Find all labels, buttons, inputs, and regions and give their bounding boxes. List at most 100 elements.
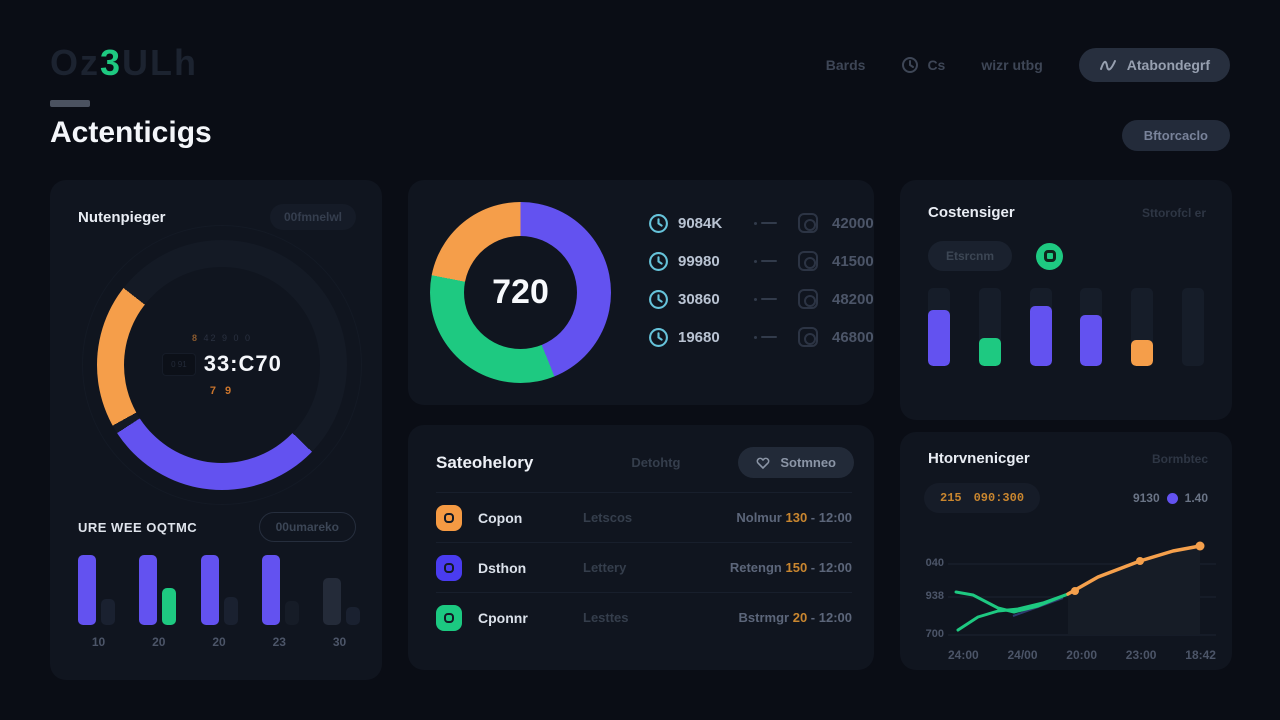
dash-connector [754,335,798,339]
time-prefix: Bstrmgr [738,610,793,625]
scribble-icon [1099,60,1116,71]
time-suffix: - 12:00 [807,560,852,575]
nav-clock-label: Cs [927,57,946,73]
x-tick-label: 20:00 [1066,648,1097,662]
bar [323,578,341,625]
row-detail: Lettery [583,560,627,575]
x-tick-label: 30 [332,635,347,649]
nav-clock-group[interactable]: Cs [901,56,945,74]
y-tick-label: 700 [925,628,944,640]
gauge-card-badge[interactable]: 00fmnelwl [269,204,356,230]
bar [261,555,280,625]
time-number: 130 [785,510,808,525]
data-point-dot [1136,557,1144,565]
bar-fill [1131,340,1154,366]
bar-track [1131,288,1154,366]
y-tick-label: 040 [925,557,944,569]
ring-mini-box: 0 91 [162,352,196,376]
bar [346,607,360,625]
bar-group [323,555,360,625]
logo-text: Oz [50,42,101,83]
trend-stat-num1: 215 [940,491,962,505]
stat-row: 99980 41500 [648,242,874,280]
time-suffix: - 12:00 [807,610,852,625]
clock-icon [649,213,668,233]
row-detail: Lesttes [583,610,629,625]
device-icon [798,213,818,233]
y-tick-label: 938 [925,590,944,602]
ring-tiny-top: 8 42 9 0 0 [192,333,252,343]
legend-dot-icon [1166,492,1178,504]
schedule-mid-label: Detohtg [631,455,681,470]
time-suffix: - 12:00 [807,510,852,525]
heart-icon [756,457,770,469]
stats-list: 9084K 42000 99980 41500 30860 48200 [648,204,874,356]
bar-group [78,555,115,625]
mini-chart-title: URE WEE OQTMC [78,519,198,535]
schedule-row[interactable]: Dsthon Lettery Retengn 150 - 12:00 [436,542,852,592]
bar [139,555,158,625]
schedule-filter-button[interactable]: Sotmneo [738,447,854,478]
schedule-row[interactable]: Cponnr Lesttes Bstrmgr 20 - 12:00 [436,592,852,642]
top-nav: Bards Cs wizr utbg Atabondegrf [826,48,1230,82]
stat-row: 9084K 42000 [648,204,874,242]
mini-chart-badge[interactable]: 00umareko [258,512,356,542]
bars-filter-pill[interactable]: Etsrcnm [928,241,1013,271]
nav-primary-button[interactable]: Atabondegrf [1078,48,1230,82]
line-chart: 040 938 700 [912,532,1218,662]
ring-tiny-rest: 42 9 0 0 [198,333,253,343]
row-detail: Letscos [583,510,633,525]
bars-card: Costensiger Sttorofcl er Etsrcnm [900,180,1232,420]
nav-item-1[interactable]: Bards [825,57,866,73]
bar [284,601,299,625]
title-accent-bar [50,100,90,107]
row-time: Nolmur 130 - 12:00 [736,510,852,525]
bars-card-faint-label: Sttorofcl er [1141,205,1206,220]
x-tick-label: 20 [212,635,226,649]
bar-track [1080,288,1103,366]
row-name: Copon [478,509,523,526]
x-tick-label: 24/00 [1007,648,1038,662]
gauge-card: Nutenpieger 00fmnelwl 8 42 9 0 0 0 91 33… [50,180,382,680]
device-icon [798,327,818,347]
green-series-lower [956,592,1070,632]
row-time: Retengn 150 - 12:00 [730,560,852,575]
time-number: 150 [785,560,808,575]
schedule-row[interactable]: Copon Letscos Nolmur 130 - 12:00 [436,492,852,542]
trend-stat-pill[interactable]: 215 090:300 [924,483,1041,513]
bar-group [261,555,299,625]
clock-icon [649,289,668,309]
stat-right-value: 46800 [832,328,874,346]
ring-hole [124,267,320,463]
nav-item-2[interactable]: wizr utbg [981,57,1043,73]
category-icon [436,554,462,581]
bar [162,588,177,625]
gauge-ring-chart: 8 42 9 0 0 0 91 33:C70 7 9 [97,240,347,490]
bar-group [139,555,177,625]
logo-text-2: ULh [122,42,199,83]
stat-right-value: 48200 [832,290,874,308]
bar [223,597,238,625]
stat-left-value: 99980 [678,252,720,270]
header-action-button[interactable]: Bftorcaclo [1121,120,1230,151]
category-icon [436,604,462,631]
schedule-title: Sateohelory [436,452,534,472]
app-logo: Oz3ULh [50,42,198,84]
gauge-card-title: Nutenpieger [78,208,166,226]
bars-card-title: Costensiger [928,204,1015,221]
donut-center-value: 720 [492,273,549,311]
ring-tiny-accent: 8 [191,333,199,343]
bar-fill [1080,315,1103,366]
x-tick-label: 24:00 [948,648,979,662]
time-prefix: Retengn [729,560,786,575]
time-prefix: Nolmur [736,510,786,525]
ring-tiny-bottom: 7 9 [209,385,235,397]
bar [200,555,219,625]
aperture-icon[interactable] [1036,242,1064,270]
stat-left-value: 30860 [678,290,720,308]
time-number: 20 [792,610,808,625]
schedule-card: Sateohelory Detohtg Sotmneo Copon Letsco… [408,425,874,670]
device-icon [798,251,818,271]
bar-fill [928,310,950,366]
